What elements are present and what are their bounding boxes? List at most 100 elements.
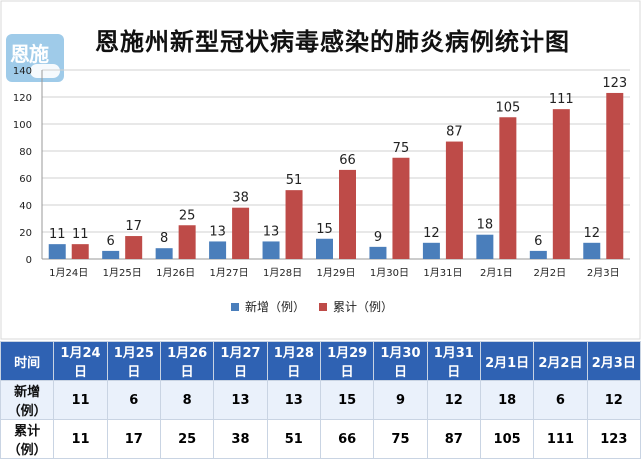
table-cell: 11 <box>53 380 108 420</box>
bar-layer <box>48 92 624 260</box>
bar-new <box>209 241 227 259</box>
table-cell: 13 <box>213 380 268 420</box>
data-label: 8 <box>160 231 168 246</box>
x-tick-label: 1月27日 <box>210 267 249 279</box>
table-cell: 13 <box>266 380 321 420</box>
bar-total <box>232 207 250 259</box>
table-cell: 75 <box>373 419 428 459</box>
table-cell: 18 <box>479 380 535 420</box>
data-label: 6 <box>534 234 542 249</box>
data-label: 17 <box>125 219 142 234</box>
table-date-header: 2月3日 <box>586 341 641 381</box>
table-row-label: 新增（例） <box>0 380 55 420</box>
chart-frame <box>0 0 641 340</box>
table-date-header: 1月30日 <box>373 341 428 381</box>
table-date-header: 1月28日 <box>266 341 321 381</box>
data-table: 时间 1月24日 1月25日 1月26日 1月27日 1月28日 1月29日 1月30日 1月… <box>0 341 641 459</box>
legend-swatch <box>231 303 239 311</box>
table-cell: 9 <box>373 380 428 420</box>
table-cell: 51 <box>266 419 321 459</box>
data-label: 25 <box>179 208 196 223</box>
y-tick-label: 100 <box>13 120 32 131</box>
data-label: 12 <box>423 226 440 241</box>
table-cell: 8 <box>159 380 215 420</box>
data-label: 12 <box>583 226 600 241</box>
x-tick-label: 2月1日 <box>480 267 513 279</box>
table-cell: 6 <box>533 380 588 420</box>
data-label: 75 <box>393 141 410 156</box>
bar-new <box>262 241 280 259</box>
table-date-header: 1月31日 <box>426 341 481 381</box>
x-tick-label: 1月30日 <box>370 267 409 279</box>
table-date-header: 2月1日 <box>479 341 535 381</box>
bar-total <box>445 141 463 259</box>
bar-total <box>285 190 303 259</box>
table-cell: 25 <box>159 419 215 459</box>
table-cell: 6 <box>106 380 161 420</box>
y-tick-label: 0 <box>26 255 32 266</box>
bar-total <box>392 157 410 259</box>
table-row: 新增（例） 11 6 8 13 13 15 9 12 18 6 12 <box>0 380 641 420</box>
y-tick-label: 40 <box>19 201 32 212</box>
data-label: 6 <box>107 234 115 249</box>
bar-total <box>499 117 517 259</box>
bar-chart: 0 20 40 60 80 100 120 140 1月24日 1月25日 1月26日 1月27日 1月… <box>0 0 641 340</box>
y-tick-label: 80 <box>19 147 32 158</box>
bar-total <box>71 244 89 259</box>
table-header-label: 时间 <box>0 341 55 381</box>
data-label: 11 <box>72 227 89 242</box>
bar-new <box>155 248 173 259</box>
table-cell: 123 <box>586 419 641 459</box>
table-date-header: 1月26日 <box>159 341 215 381</box>
bar-new <box>422 242 440 259</box>
table-header-row: 时间 1月24日 1月25日 1月26日 1月27日 1月28日 1月29日 1月30日 1月… <box>0 341 641 381</box>
data-label: 38 <box>232 191 249 206</box>
data-label: 13 <box>209 224 226 239</box>
table-cell: 15 <box>319 380 375 420</box>
data-label: 51 <box>286 173 303 188</box>
data-label: 111 <box>549 92 574 107</box>
logo-text: 恩施 <box>10 42 49 66</box>
axis-layer: 0 20 40 60 80 100 120 140 1月24日 1月25日 1月26日 1月27日 1月… <box>0 0 641 340</box>
bar-new <box>102 250 120 259</box>
logo: 恩施 <box>6 34 64 82</box>
table-row: 累计（例） 11 17 25 38 51 66 75 87 105 111 123 <box>0 419 641 459</box>
bar-new <box>48 244 66 259</box>
bar-new <box>369 246 387 259</box>
bar-total <box>606 92 624 259</box>
table-cell: 11 <box>53 419 108 459</box>
y-tick-label: 140 <box>13 66 32 77</box>
x-tick-label: 2月2日 <box>533 267 566 279</box>
x-tick-label: 1月25日 <box>103 267 142 279</box>
table-cell: 12 <box>426 380 481 420</box>
data-label: 18 <box>477 218 494 233</box>
table-cell: 105 <box>479 419 535 459</box>
table-date-header: 1月24日 <box>53 341 108 381</box>
legend-layer: 新增（例） 累计（例） <box>231 299 393 314</box>
bar-total <box>178 225 196 259</box>
data-label: 9 <box>374 230 382 245</box>
data-label: 105 <box>495 100 520 115</box>
table-cell: 87 <box>426 419 481 459</box>
bar-new <box>583 242 601 259</box>
data-label: 15 <box>316 222 333 237</box>
label-layer: 11 11 6 17 8 25 13 38 13 51 15 66 9 75 12 87 18 105 6 111 12… <box>49 76 627 249</box>
data-label: 11 <box>49 227 66 242</box>
bar-total <box>339 169 356 259</box>
table-cell: 66 <box>319 419 375 459</box>
x-tick-label: 1月26日 <box>156 267 195 279</box>
data-label: 13 <box>263 224 280 239</box>
data-label: 87 <box>446 125 463 140</box>
table-date-header: 2月2日 <box>533 341 588 381</box>
y-tick-label: 60 <box>19 174 32 185</box>
y-tick-label: 20 <box>19 228 32 239</box>
data-label: 123 <box>602 76 627 91</box>
x-tick-label: 1月29日 <box>316 267 355 279</box>
cloud-icon <box>30 64 60 78</box>
bar-total <box>552 109 570 260</box>
table-date-header: 1月25日 <box>106 341 161 381</box>
chart-title: 恩施州新型冠状病毒感染的肺炎病例统计图 <box>95 28 570 56</box>
legend-label: 累计（例） <box>333 300 393 314</box>
bar-new <box>529 250 547 259</box>
bar-total <box>125 236 143 259</box>
